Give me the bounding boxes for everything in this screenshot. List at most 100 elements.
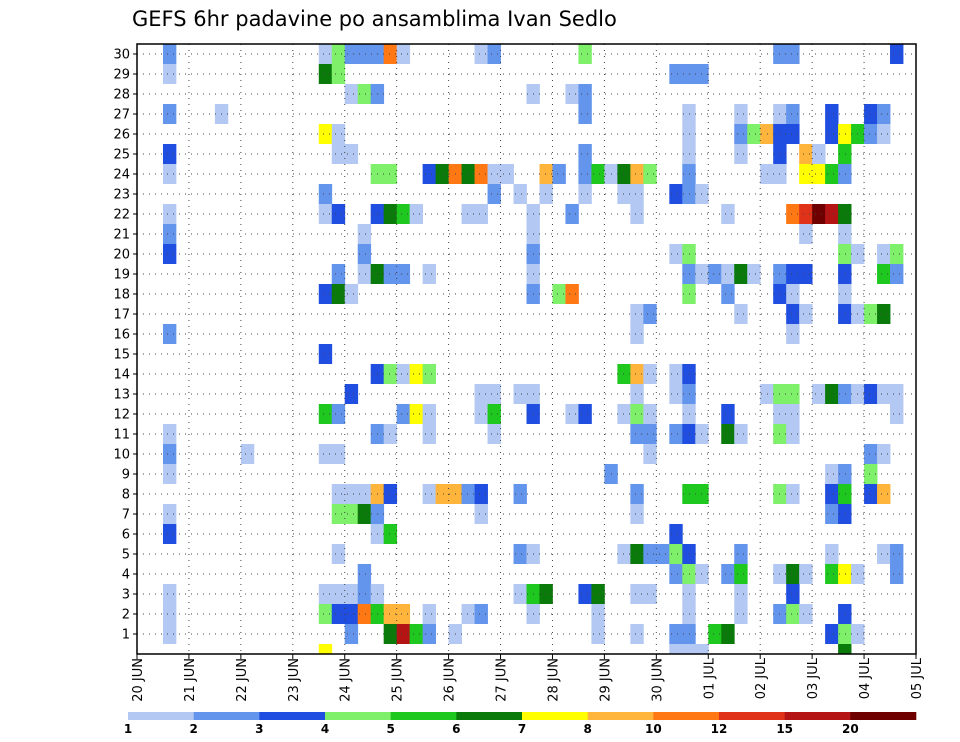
- heatmap-cell: [786, 204, 800, 224]
- heatmap-cell: [565, 284, 579, 304]
- heatmap-cell: [617, 404, 631, 424]
- heatmap-cell: [812, 384, 826, 404]
- heatmap-cell: [357, 264, 372, 284]
- x-tick-label: 22 JUN: [235, 658, 250, 702]
- heatmap-cell: [721, 424, 735, 444]
- y-tick-label: 8: [122, 488, 130, 503]
- heatmap-cell: [162, 584, 177, 604]
- heatmap-cell: [682, 104, 696, 124]
- heatmap-cell: [318, 344, 333, 364]
- legend-swatch: [456, 712, 523, 720]
- heatmap-cell: [682, 364, 696, 384]
- heatmap-cell: [643, 544, 657, 564]
- heatmap-cell: [357, 244, 372, 264]
- heatmap-cell: [786, 124, 800, 144]
- heatmap-cell: [877, 124, 891, 144]
- heatmap-cell: [682, 64, 696, 84]
- x-tick-label: 02 JUL: [754, 657, 769, 699]
- heatmap-cell: [825, 164, 839, 184]
- y-tick-label: 29: [113, 68, 130, 83]
- heatmap-cell: [617, 164, 631, 184]
- heatmap-cell: [721, 264, 735, 284]
- heatmap-cell: [838, 124, 852, 144]
- heatmap-cell: [630, 204, 644, 224]
- heatmap-cell: [734, 544, 748, 564]
- heatmap-cell: [721, 564, 735, 584]
- heatmap-cell: [643, 444, 657, 464]
- y-tick-label: 7: [122, 508, 130, 523]
- x-tick-label: 25 JUN: [391, 658, 406, 702]
- heatmap-cell: [799, 304, 813, 324]
- heatmap-cell: [474, 484, 488, 504]
- heatmap-cell: [669, 184, 683, 204]
- legend-label: 12: [711, 722, 728, 736]
- heatmap-cell: [474, 504, 488, 524]
- heatmap-cell: [630, 624, 644, 644]
- heatmap-cell: [890, 544, 904, 564]
- heatmap-cell: [669, 384, 683, 404]
- y-tick-label: 12: [113, 408, 130, 423]
- heatmap-cell: [513, 384, 527, 404]
- heatmap-cell: [344, 484, 359, 504]
- heatmap-cell: [838, 644, 852, 654]
- heatmap-cell: [669, 544, 683, 564]
- heatmap-cell: [539, 584, 553, 604]
- heatmap-cell: [422, 264, 437, 284]
- heatmap-cell: [565, 404, 579, 424]
- y-tick-label: 18: [113, 288, 130, 303]
- heatmap-cell: [331, 284, 346, 304]
- heatmap-cell: [344, 144, 359, 164]
- heatmap-cell: [383, 484, 398, 504]
- heatmap-cell: [760, 124, 774, 144]
- x-tick-label: 28 JUN: [546, 658, 561, 702]
- heatmap-cell: [682, 404, 696, 424]
- y-tick-label: 22: [113, 208, 130, 223]
- legend-label: 10: [645, 722, 662, 736]
- x-tick-label: 26 JUN: [443, 658, 458, 702]
- heatmap-cell: [786, 284, 800, 304]
- y-tick-label: 11: [113, 428, 130, 443]
- legend-swatch: [719, 712, 785, 720]
- heatmap-cell: [734, 604, 748, 624]
- heatmap-cell: [162, 244, 177, 264]
- heatmap-cell: [162, 44, 177, 64]
- y-tick-label: 21: [113, 228, 130, 243]
- y-tick-label: 28: [113, 88, 130, 103]
- heatmap-cell: [539, 164, 553, 184]
- y-tick-label: 25: [113, 148, 130, 163]
- heatmap-cell: [396, 624, 411, 644]
- heatmap-cell: [864, 464, 878, 484]
- heatmap-cell: [318, 44, 333, 64]
- heatmap-cell: [734, 104, 748, 124]
- heatmap-cell: [825, 484, 839, 504]
- heatmap-cell: [357, 564, 372, 584]
- heatmap-cell: [838, 164, 852, 184]
- heatmap-cell: [682, 144, 696, 164]
- heatmap-cell: [838, 264, 852, 284]
- heatmap-cell: [643, 304, 657, 324]
- heatmap-cell: [357, 504, 372, 524]
- y-tick-label: 9: [122, 468, 130, 483]
- heatmap-cell: [877, 544, 891, 564]
- heatmap-cell: [383, 624, 398, 644]
- legend-swatch: [325, 712, 391, 720]
- heatmap-cell: [669, 564, 683, 584]
- heatmap-cell: [617, 544, 631, 564]
- heatmap-cell: [591, 624, 605, 644]
- legend-swatch: [390, 712, 457, 720]
- x-tick-label: 23 JUN: [287, 658, 302, 702]
- heatmap-cell: [357, 484, 372, 504]
- heatmap-cell: [630, 184, 644, 204]
- heatmap-cell: [786, 424, 800, 444]
- heatmap-cell: [331, 124, 346, 144]
- heatmap-cell: [578, 404, 592, 424]
- heatmap-cells: [162, 44, 904, 654]
- heatmap-cell: [162, 624, 177, 644]
- heatmap-cell: [162, 64, 177, 84]
- heatmap-cell: [162, 204, 177, 224]
- heatmap-cell: [669, 64, 683, 84]
- heatmap-cell: [838, 604, 852, 624]
- heatmap-cell: [344, 284, 359, 304]
- heatmap-cell: [383, 424, 398, 444]
- y-tick-label: 17: [113, 308, 130, 323]
